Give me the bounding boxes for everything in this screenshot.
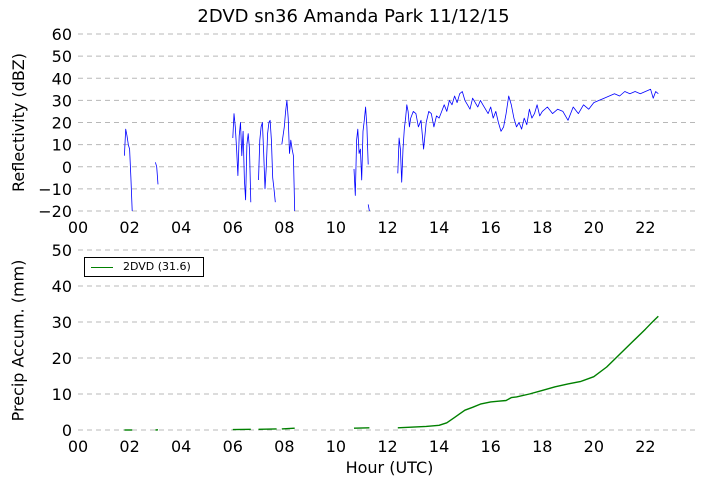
bottom-y-tick-label: 40	[52, 277, 72, 296]
bottom-x-tick-label: 00	[68, 437, 88, 456]
top-x-tick-label: 04	[171, 218, 191, 237]
top-y-axis-label: Reflectivity (dBZ)	[8, 52, 28, 192]
bottom-x-tick-label: 08	[274, 437, 294, 456]
bottom-x-tick-label: 20	[584, 437, 604, 456]
top-x-tick-label: 14	[429, 218, 449, 237]
top-y-tick-label: −10	[38, 180, 72, 199]
bottom-x-tick-label: 16	[480, 437, 500, 456]
top-x-tick-label: 12	[377, 218, 397, 237]
top-x-tick-label: 16	[480, 218, 500, 237]
top-y-tick-label: 10	[52, 136, 72, 155]
bottom-y-axis-label: Precip Accum. (mm)	[8, 259, 28, 421]
bottom-x-tick-label: 02	[119, 437, 139, 456]
top-series-line	[258, 119, 276, 203]
bottom-x-tick-label: 22	[635, 437, 655, 456]
bottom-series-line	[397, 315, 659, 429]
x-axis-label: Hour (UTC)	[345, 458, 434, 477]
bottom-x-tick-label: 10	[326, 437, 346, 456]
bottom-series-line	[281, 427, 295, 430]
top-x-tick-label: 02	[119, 218, 139, 237]
legend-swatch	[91, 267, 113, 268]
top-series-line	[232, 113, 252, 203]
bottom-y-tick-label: 30	[52, 313, 72, 332]
bottom-x-tick-label: 06	[223, 437, 243, 456]
top-x-tick-label: 06	[223, 218, 243, 237]
top-x-tick-label: 20	[584, 218, 604, 237]
top-x-tick-label: 08	[274, 218, 294, 237]
top-series-line	[155, 162, 159, 185]
top-y-tick-label: 60	[52, 25, 72, 44]
top-x-tick-label: 18	[532, 218, 552, 237]
top-y-tick-label: 30	[52, 91, 72, 110]
chart-title: 2DVD sn36 Amanda Park 11/12/15	[197, 6, 510, 27]
top-y-tick-label: −20	[38, 202, 72, 221]
top-series-line	[124, 128, 133, 212]
top-y-tick-label: 20	[52, 114, 72, 133]
bottom-y-tick-label: 0	[62, 421, 72, 440]
legend-label: 2DVD (31.6)	[123, 260, 191, 273]
bottom-x-tick-label: 14	[429, 437, 449, 456]
bottom-y-tick-label: 20	[52, 349, 72, 368]
bottom-y-tick-label: 50	[52, 241, 72, 260]
legend: 2DVD (31.6)	[84, 257, 204, 277]
top-series-line	[281, 100, 296, 212]
top-series-line	[353, 106, 369, 196]
top-x-tick-label: 22	[635, 218, 655, 237]
top-x-tick-label: 00	[68, 218, 88, 237]
top-y-tick-label: 50	[52, 47, 72, 66]
bottom-x-tick-label: 04	[171, 437, 191, 456]
bottom-x-tick-label: 18	[532, 437, 552, 456]
top-y-tick-label: 0	[62, 158, 72, 177]
top-series-line	[367, 204, 370, 212]
top-series-line	[397, 88, 659, 183]
bottom-y-tick-label: 10	[52, 385, 72, 404]
top-x-tick-label: 10	[326, 218, 346, 237]
bottom-x-tick-label: 12	[377, 437, 397, 456]
top-y-tick-label: 40	[52, 69, 72, 88]
